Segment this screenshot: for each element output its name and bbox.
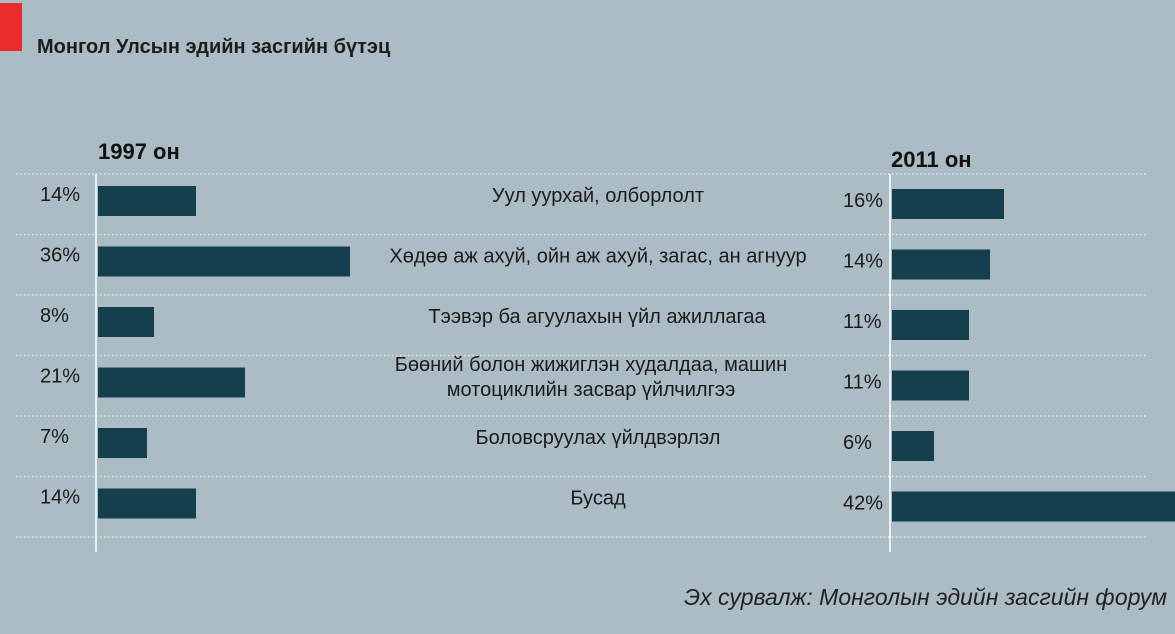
bar-2011 <box>892 370 969 401</box>
value-label-2011: 11% <box>843 311 882 333</box>
bar-1997 <box>98 307 154 337</box>
bar-1997 <box>98 186 196 216</box>
category-label: мотоциклийн засвар үйлчилгээ <box>447 379 736 401</box>
value-label-2011: 16% <box>843 190 883 212</box>
value-label-1997: 14% <box>40 487 80 509</box>
category-label: Уул уурхай, олборлолт <box>492 185 704 207</box>
value-label-2011: 6% <box>843 432 872 454</box>
chart-title: Монгол Улсын эдийн засгийн бүтэц <box>37 36 391 58</box>
bar-2011 <box>892 310 969 340</box>
source-note: Эх сурвалж: Монголын эдийн засгийн форум <box>684 584 1167 610</box>
bar-1997 <box>98 488 196 519</box>
value-label-2011: 14% <box>843 251 883 273</box>
bar-2011 <box>892 189 1004 219</box>
category-label: Боловсруулах үйлдвэрлэл <box>476 427 721 449</box>
bar-1997 <box>98 246 350 277</box>
series-label-1997: 1997 он <box>98 139 180 164</box>
bar-2011 <box>892 249 990 280</box>
value-label-1997: 8% <box>40 305 69 327</box>
value-label-1997: 7% <box>40 426 69 448</box>
category-label: Хөдөө аж ахуй, ойн аж ахуй, загас, ан аг… <box>389 246 806 268</box>
bar-2011 <box>892 431 934 461</box>
category-label: Тээвэр ба агуулахын үйл ажиллагаа <box>428 306 766 328</box>
bar-2011 <box>892 491 1175 522</box>
category-label: Бөөний болон жижиглэн худалдаа, машин <box>395 354 787 376</box>
category-label: Бусад <box>570 488 626 510</box>
bar-1997 <box>98 428 147 458</box>
value-label-2011: 11% <box>843 372 882 394</box>
value-label-1997: 36% <box>40 245 80 267</box>
bar-1997 <box>98 367 245 398</box>
value-label-1997: 21% <box>40 366 80 388</box>
value-label-2011: 42% <box>843 493 883 515</box>
value-label-1997: 14% <box>40 184 80 206</box>
series-label-2011: 2011 он <box>891 147 972 172</box>
accent-marker <box>0 3 22 51</box>
